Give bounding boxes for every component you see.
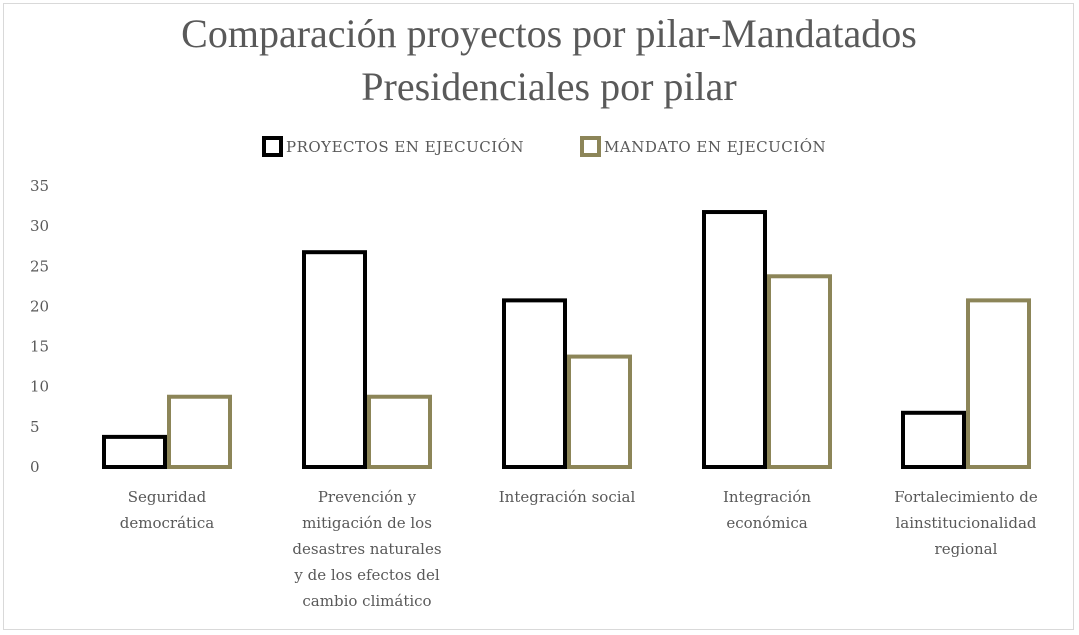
x-category-label-line: Integración social — [499, 488, 636, 506]
y-tick-label: 0 — [30, 458, 40, 476]
x-category-label: Integración económica — [723, 488, 811, 532]
chart-title-line-1: Comparación proyectos por pilar-Mandatad… — [181, 11, 917, 56]
y-tick-label: 5 — [30, 418, 40, 436]
x-category-label-line: Fortalecimiento de — [894, 488, 1038, 506]
bar-mandato — [767, 274, 832, 469]
legend-swatch-proyectos — [262, 136, 283, 157]
x-category-label: Seguridad democrática — [120, 488, 214, 532]
y-tick-label: 15 — [30, 338, 49, 356]
x-category-label-line: Seguridad — [128, 488, 207, 506]
x-category-label-line: Prevención y — [318, 488, 417, 506]
x-category-label-line: Integración — [723, 488, 811, 506]
y-tick-label: 20 — [30, 297, 49, 315]
y-tick-label: 25 — [30, 257, 49, 275]
x-category-label-line: cambio climático — [302, 592, 431, 610]
x-category-label: Fortalecimiento de lainstitucionalidad reg… — [894, 488, 1038, 558]
legend-label-mandato: MANDATO EN EJECUCIÓN — [604, 138, 826, 156]
chart-title: Comparación proyectos por pilar-Mandatad… — [181, 11, 917, 109]
bar-proyectos — [702, 210, 767, 469]
bar-mandato — [167, 394, 232, 470]
bars — [102, 210, 1031, 470]
x-category-label: Integración social — [499, 488, 636, 506]
bar-proyectos — [102, 434, 167, 470]
x-axis: Seguridad democrática Prevención y mitigaci… — [120, 488, 1038, 610]
x-category-label-line: mitigación de los — [302, 514, 432, 532]
bar-proyectos — [302, 250, 367, 469]
chart-title-line-2: Presidenciales por pilar — [361, 64, 736, 109]
legend-label-proyectos: PROYECTOS EN EJECUCIÓN — [286, 138, 524, 156]
x-category-label-line: económica — [726, 514, 807, 532]
x-category-label-line: democrática — [120, 514, 214, 532]
y-tick-label: 10 — [30, 378, 49, 396]
x-category-label: Prevención y mitigación de los desastres n… — [292, 488, 441, 610]
y-tick-label: 30 — [30, 217, 49, 235]
x-category-label-line: lainstitucionalidad — [896, 514, 1037, 532]
bar-mandato — [367, 394, 432, 470]
bar-proyectos — [901, 410, 966, 470]
bar-proyectos — [502, 298, 567, 469]
y-tick-label: 35 — [30, 177, 49, 195]
legend-swatch-mandato — [580, 136, 601, 157]
x-category-label-line: desastres naturales — [292, 540, 441, 558]
bar-mandato — [567, 354, 632, 469]
legend: PROYECTOS EN EJECUCIÓN MANDATO EN EJECUC… — [262, 136, 826, 157]
y-axis: 0 5 10 15 20 25 30 35 — [30, 177, 49, 476]
x-category-label-line: regional — [935, 540, 998, 558]
bar-mandato — [966, 298, 1031, 469]
x-category-label-line: y de los efectos del — [293, 566, 439, 584]
